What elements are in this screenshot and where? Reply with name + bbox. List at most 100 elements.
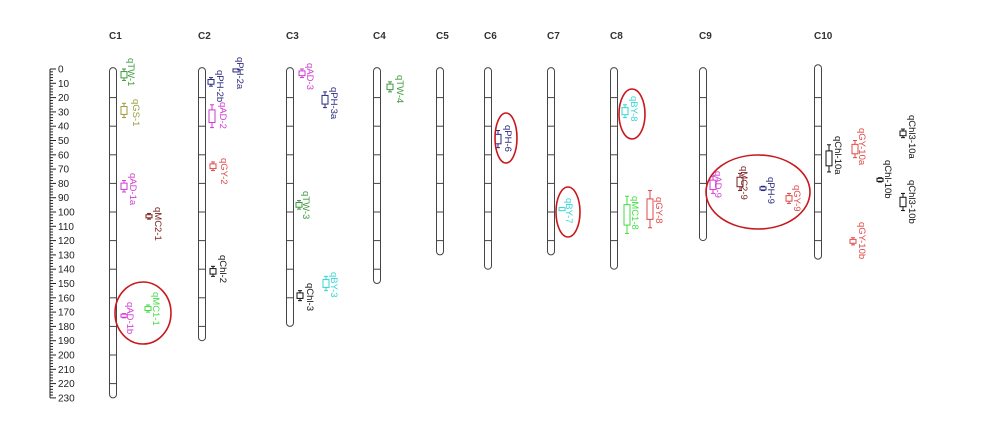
highlight-ellipse [618, 88, 646, 140]
highlight-ellipse [555, 186, 581, 238]
qtl-marker-box [321, 94, 329, 105]
qtl-marker-box [298, 70, 306, 77]
qtl-label: qMC2-1 [152, 207, 163, 241]
chromosome-title: C10 [814, 31, 833, 42]
axis-tick-label: 180 [58, 322, 75, 333]
axis-tick-label: 150 [58, 279, 75, 290]
qtl-marker-box [209, 268, 217, 275]
qtl-marker-box [899, 196, 907, 208]
qtl-marker-box [120, 71, 128, 79]
axis-tick-label: 230 [58, 393, 75, 404]
qtl-label: qChl-10a [832, 136, 843, 175]
chromosome-bar [436, 67, 444, 256]
highlight-ellipse [494, 112, 518, 164]
qtl-marker-box [295, 201, 303, 208]
chromosome-title: C7 [547, 31, 560, 42]
axis-tick-label: 220 [58, 379, 75, 390]
axis-tick-label: 190 [58, 336, 75, 347]
qtl-label: qBY-7 [563, 198, 574, 224]
axis-tick-label: 130 [58, 250, 75, 261]
qtl-marker-box [209, 163, 217, 170]
chromosome-title: C2 [198, 31, 211, 42]
qtl-label: qGY-8 [653, 197, 664, 224]
chromosome-title: C9 [699, 31, 712, 42]
axis-tick-label: 70 [58, 165, 70, 176]
chromosome-title: C1 [109, 31, 122, 42]
qtl-marker-box [120, 182, 128, 190]
chromosome-bar [109, 67, 117, 399]
qtl-label: qMC1-8 [629, 196, 640, 230]
qtl-label: qChl-10b [882, 160, 893, 199]
axis-tick-label: 200 [58, 351, 75, 362]
axis-tick-label: 80 [58, 179, 70, 190]
chromosome-bar [814, 64, 822, 260]
qtl-marker-box [296, 292, 304, 299]
qtl-marker-box [825, 150, 833, 167]
chromosome-title: C4 [373, 31, 386, 42]
qtl-label: qGY-10b [856, 222, 867, 260]
qtl-marker-box [851, 143, 859, 155]
axis-tick-label: 60 [58, 150, 70, 161]
qtl-label: qChl-2 [217, 255, 228, 283]
axis-tick-label: 40 [58, 122, 70, 133]
axis-tick-label: 30 [58, 107, 70, 118]
qtl-label: qAD-1a [127, 173, 138, 206]
qtl-marker-box [899, 130, 907, 137]
axis-tick-label: 120 [58, 236, 75, 247]
qtl-marker-box [120, 106, 128, 115]
axis-tick-label: 10 [58, 79, 70, 90]
axis-tick-label: 140 [58, 265, 75, 276]
qtl-label: qPH-2b [214, 70, 225, 103]
qtl-label: qAD-1b [124, 302, 135, 335]
qtl-label: qChl3-10a [906, 115, 917, 159]
highlight-ellipse [705, 154, 811, 230]
qtl-label: qPH-3a [328, 87, 339, 120]
qtl-marker-box [208, 109, 216, 123]
qtl-marker-box [759, 186, 767, 191]
chromosome-bar [373, 67, 381, 284]
qtl-label: qTW-1 [125, 58, 136, 87]
axis-tick-label: 20 [58, 93, 70, 104]
qtl-label: qGY-9 [791, 185, 802, 212]
axis-tick-label: 100 [58, 208, 75, 219]
axis-tick-label: 170 [58, 308, 75, 319]
chromosome-title: C3 [286, 31, 299, 42]
qtl-marker-box [207, 79, 215, 85]
qtl-label: qBY-8 [628, 96, 639, 122]
qtl-label: qGS-1 [130, 99, 141, 127]
qtl-label: qPH-2a [234, 57, 245, 90]
axis-tick-label: 50 [58, 136, 70, 147]
qtl-label: qGY-10a [856, 128, 867, 166]
qtl-marker-box [120, 313, 128, 318]
qtl-marker-box [785, 195, 793, 202]
highlight-ellipse [114, 281, 172, 345]
qtl-marker-box [623, 204, 631, 226]
chromosome-bar [610, 67, 618, 270]
qtl-label: qAD-9 [712, 171, 723, 198]
chromosome-bar [547, 67, 555, 256]
qtl-marker-box [709, 179, 717, 191]
chromosome-bar [198, 67, 206, 342]
qtl-marker-box [736, 176, 744, 188]
qtl-label: qGY-2 [218, 158, 229, 185]
qtl-label: qBY-3 [328, 272, 339, 298]
axis-tick-label: 160 [58, 293, 75, 304]
qtl-label: qTW-4 [394, 75, 405, 104]
qtl-label: qMC2-9 [738, 166, 749, 200]
chromosome-title: C8 [610, 31, 623, 42]
qtl-marker-box [876, 177, 884, 182]
axis-tick-label: 210 [58, 365, 75, 376]
qtl-marker-box [386, 83, 394, 91]
axis-tick-label: 0 [58, 65, 64, 76]
qtl-marker-box [849, 238, 857, 244]
qtl-marker-box [232, 68, 240, 73]
axis-tick-label: 90 [58, 193, 70, 204]
qtl-label: qTW-3 [300, 191, 311, 220]
chromosome-bar [286, 67, 294, 327]
qtl-label: qPH-6 [502, 125, 513, 152]
chromosome-bar [699, 67, 707, 242]
qtl-label: qPH-9 [765, 177, 776, 204]
qtl-label: qAD-2 [217, 102, 228, 129]
